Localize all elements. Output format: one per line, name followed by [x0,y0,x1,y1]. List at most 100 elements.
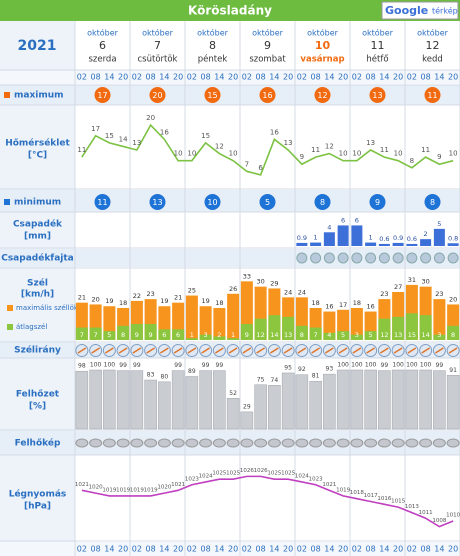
pressure-value: 1021 [171,482,185,488]
wind-value: 26 [229,285,237,293]
wind-value: 30 [256,278,264,286]
wind-value: 9 [245,331,249,339]
hour-label: 20 [118,73,128,82]
day-number: 9 [264,39,271,52]
wind-value: 25 [188,287,196,295]
wind-direction-arrow [242,347,252,354]
minimum-marker [424,194,441,210]
minimum-label: 10 [207,198,217,207]
precip-bar [420,239,432,246]
map-brand[interactable]: Google [385,4,428,17]
temperature-value: 10 [229,150,238,158]
cloud-value: 100 [406,362,418,369]
cloud-bar [419,369,432,430]
wind-direction-arrow [352,347,362,354]
temperature-value: 11 [380,146,389,154]
hour-label: 08 [146,545,156,554]
cloud-value: 100 [104,362,116,369]
row-label: Felhőzet [16,390,60,400]
day-number: 11 [371,39,385,52]
wind-direction-arrow [324,347,334,354]
cloud-value: 100 [90,362,102,369]
precip-bar [406,243,418,246]
month: október [87,28,119,38]
row-label: Légnyomás [9,489,67,500]
wind-value: 3 [204,331,208,339]
temperature-value: 9 [300,153,304,161]
temperature-value: 14 [119,135,128,143]
precip-bar [378,243,390,246]
precip-value: 5 [437,220,441,228]
year: 2021 [18,38,57,54]
wind-value: 12 [380,331,388,339]
map-word[interactable]: térkép [432,6,458,16]
temperature-value: 16 [160,128,169,136]
weekday: szerda [88,55,116,65]
wind-bar [240,324,253,340]
precip-type-icon [420,252,432,264]
hour-label: 08 [146,73,156,82]
wind-value: 20 [91,295,99,303]
precip-value: 0.6 [379,235,389,243]
temperature-value: 10 [352,150,361,158]
cloud-icon [322,438,336,448]
wind-direction-arrow [91,347,101,354]
wind-bar [378,318,391,340]
temperature-value: 6 [258,164,263,172]
hour-label: 20 [338,545,348,554]
wind-value: 7 [80,331,84,339]
precip-type-icon [447,252,459,264]
precip-bar [392,242,404,246]
row-label: Csapadék [13,219,63,230]
maximum-label: 11 [427,91,437,100]
cloud-icon [212,438,226,448]
temperature-value: 16 [270,128,279,136]
wind-value: 16 [366,303,374,311]
legend-swatch [7,324,13,330]
hour-label: 14 [159,545,169,554]
precip-type-icon [351,252,363,264]
wind-direction-arrow [393,347,403,354]
temperature-value: 10 [394,150,403,158]
cloud-icon [199,438,213,448]
row-unit: [km/h] [21,290,54,300]
pressure-value: 1010 [446,513,460,519]
map-link[interactable] [381,1,459,20]
cloud-bar [433,370,446,430]
month: október [252,28,284,38]
cloud-icon [226,438,240,448]
cloud-icon [446,438,460,448]
pressure-value: 1019 [144,487,158,493]
weekday: hétfő [366,54,388,65]
pressure-value: 1013 [405,504,419,510]
row-unit: [%] [29,402,46,412]
cloud-value: 98 [78,363,86,370]
wind-value: 8 [451,331,455,339]
wind-value: 3 [355,331,359,339]
hour-label: 20 [283,545,293,554]
pressure-value: 1025 [281,471,295,477]
hour-label: 20 [393,73,403,82]
hour-label: 02 [132,545,142,554]
cloud-icon [350,438,364,448]
cloud-bar [281,372,295,430]
cloud-icon [281,438,295,448]
wind-value: 24 [298,288,306,296]
cloud-bar [295,374,309,430]
cloud-icon [309,438,323,448]
precip-value: 1 [314,234,318,242]
hour-label: 14 [214,73,224,82]
hour-label: 20 [283,73,293,82]
cloud-value: 95 [284,364,292,371]
temperature-value: 12 [215,143,224,151]
cloud-icon [75,438,89,448]
legend-entry: átlagszél [16,323,47,331]
title: Körösladány [188,4,272,18]
hour-label: 08 [91,545,101,554]
hour-label: 20 [118,545,128,554]
cloud-icon [377,438,391,448]
cloud-bar [323,373,336,430]
hour-label: 02 [352,545,362,554]
month: október [307,28,339,38]
cloud-bar [254,384,267,430]
